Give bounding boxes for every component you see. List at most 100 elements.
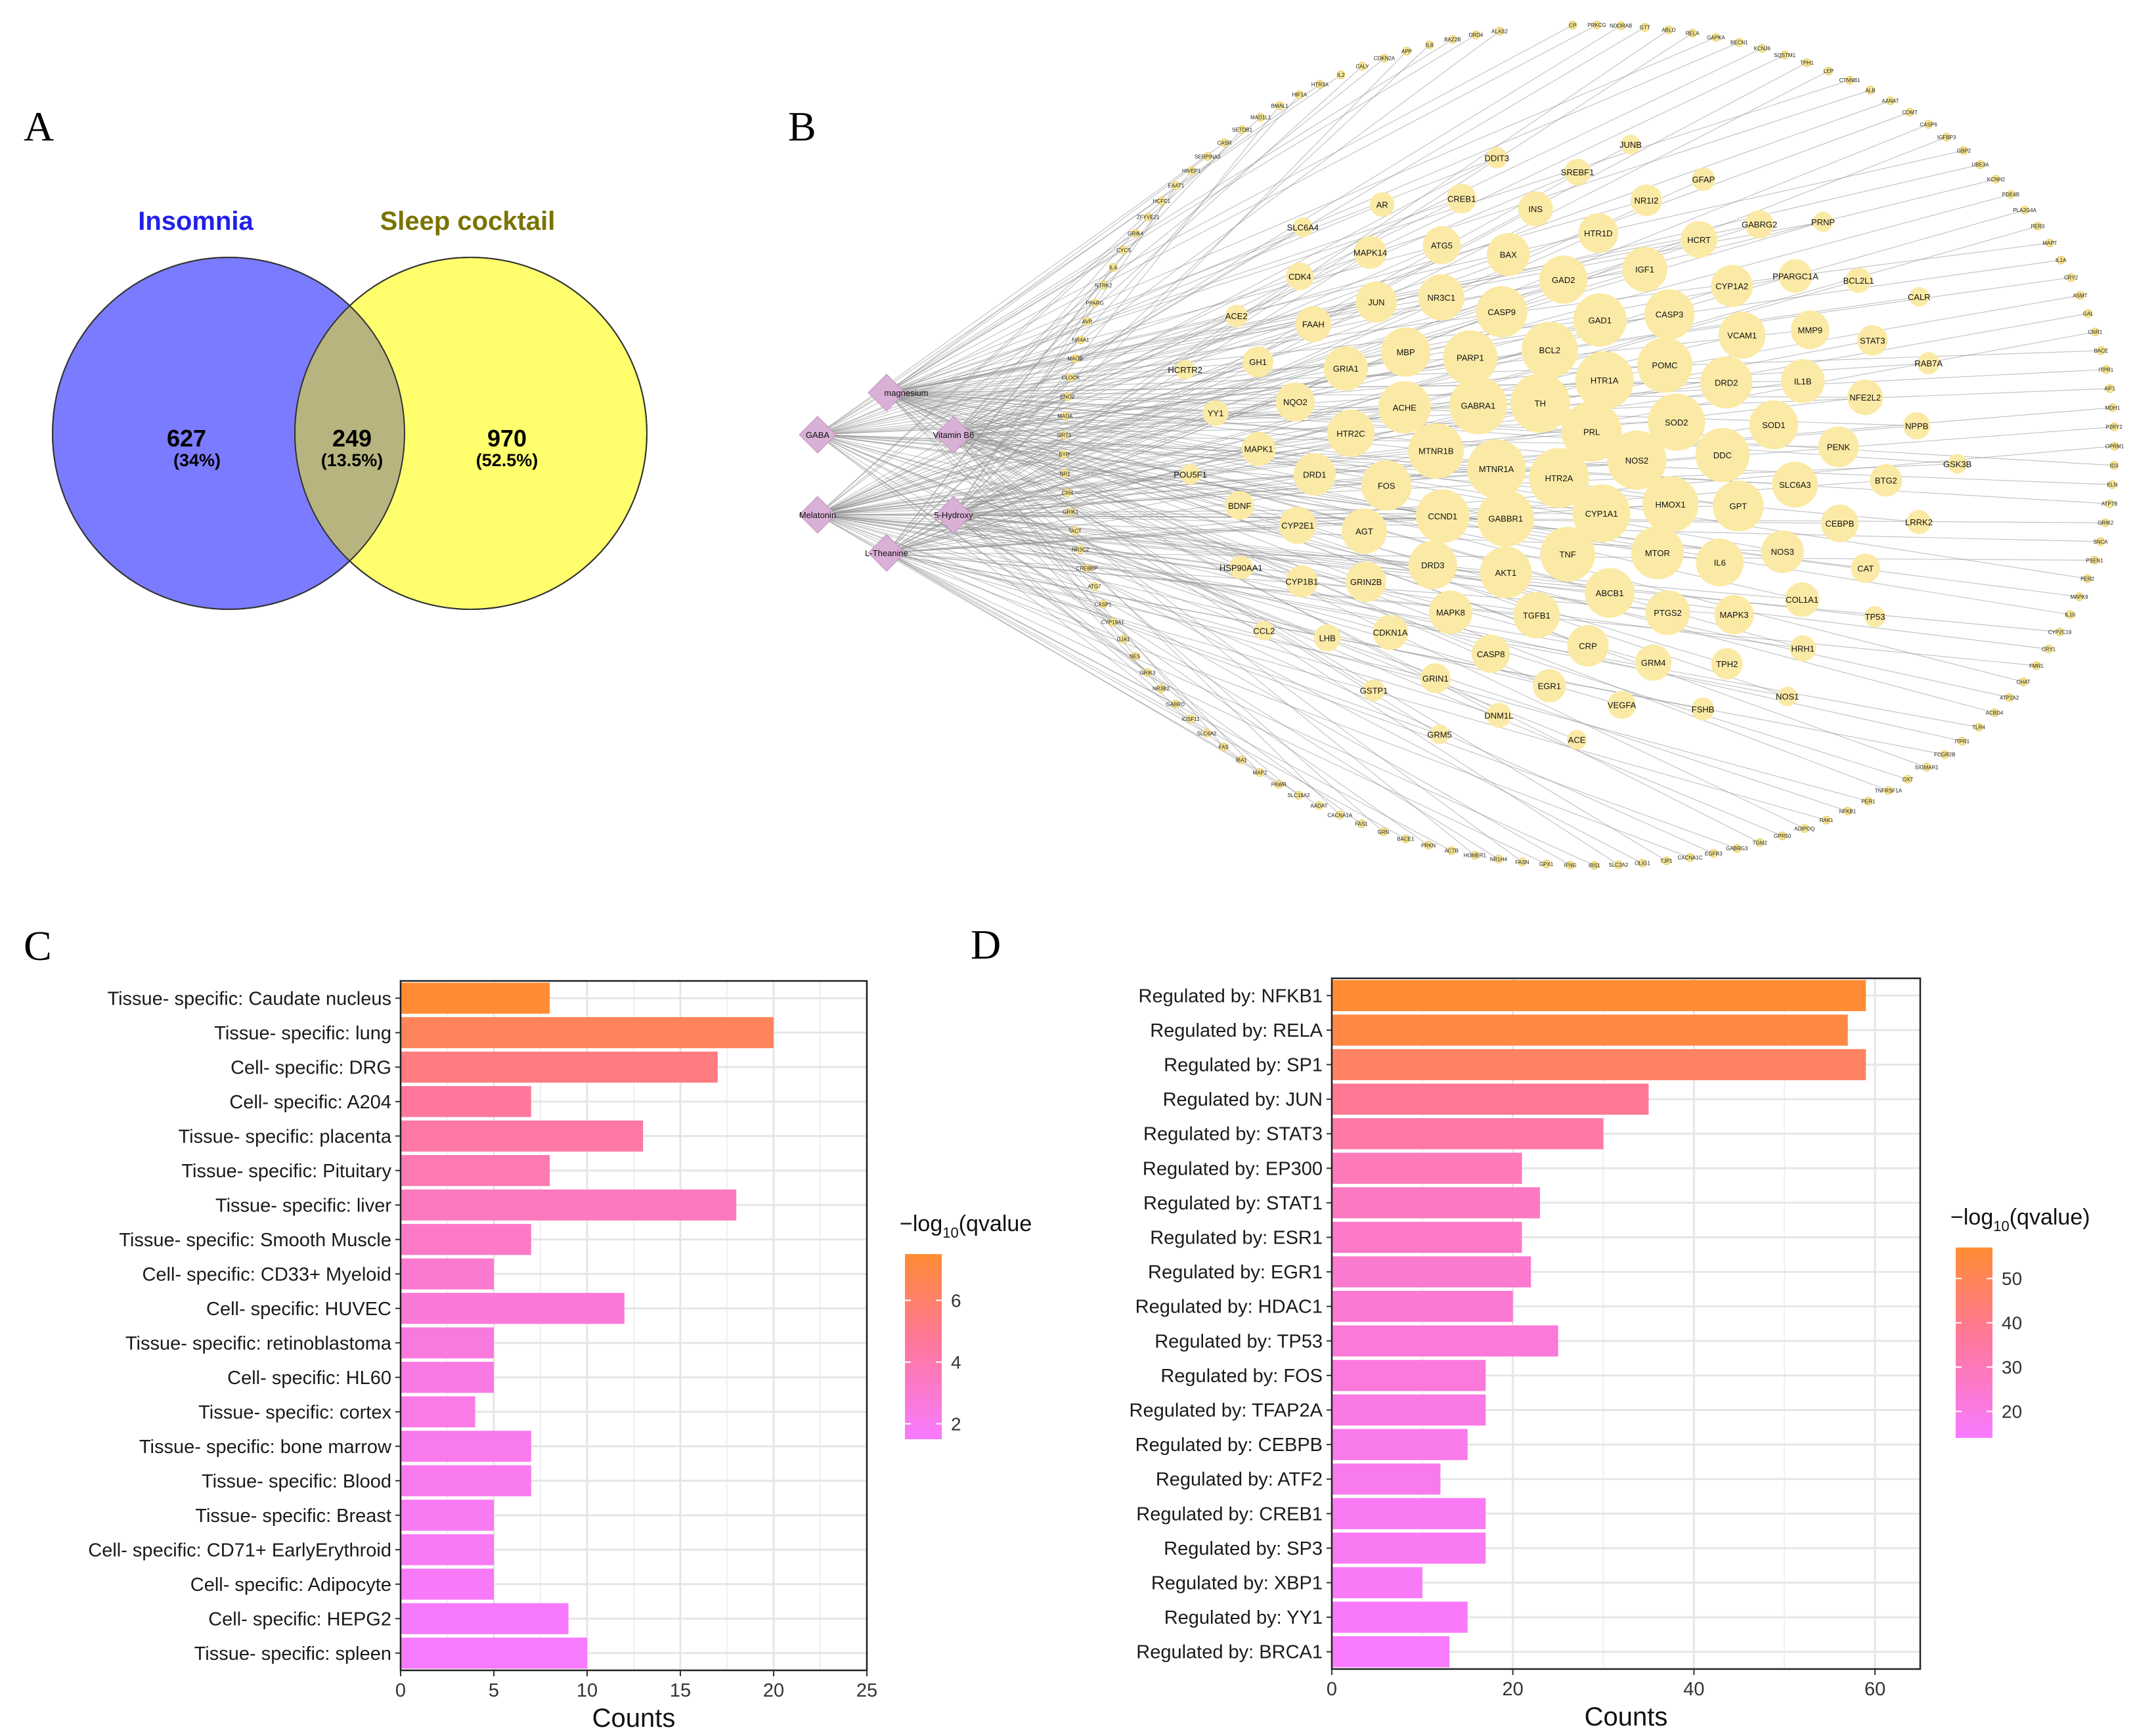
hub-node-cat (1851, 553, 1880, 583)
hub-node-label: GRIN2B (1350, 577, 1382, 587)
hub-node-label: NOS3 (1771, 547, 1794, 557)
chart-c-category-label: Tissue- specific: liver (215, 1195, 391, 1216)
network-edge (953, 254, 1508, 435)
hub-node-dnm1l (1486, 703, 1512, 728)
chart-c-category-label: Tissue- specific: lung (214, 1023, 391, 1044)
target-node (1314, 801, 1323, 810)
target-node (2105, 499, 2114, 508)
target-node-label: ALAS2 (1491, 28, 1508, 34)
venn-overlap-count: 249 (332, 425, 372, 452)
target-node-label: CASP1 (1095, 602, 1112, 608)
target-node-label: SYP (1059, 452, 1069, 458)
chart-d-category-label: Regulated by: STAT3 (1143, 1124, 1323, 1145)
target-node (2110, 441, 2119, 450)
hub-node-label: AR (1376, 200, 1388, 210)
compound-node-label: L-Theanine (865, 548, 908, 558)
hub-node-label: GRM5 (1427, 729, 1452, 739)
chart-c-category-label: Tissue- specific: bone marrow (139, 1437, 392, 1458)
hub-node-label: DRD1 (1303, 469, 1326, 479)
network-edge (817, 369, 1185, 435)
hub-node-label: TGFB1 (1523, 611, 1550, 620)
target-node (1203, 152, 1212, 161)
hub-node-mtnr1a (1466, 439, 1526, 498)
hub-node-mapk1 (1241, 431, 1276, 466)
hub-node-label: CEBPB (1825, 519, 1854, 529)
network-edge (817, 157, 1497, 515)
target-node (2065, 610, 2075, 619)
target-node (1942, 133, 1951, 142)
target-node-label: CDKN2A (1374, 56, 1396, 62)
hub-node-label: ACHE (1393, 402, 1417, 412)
chart-d-category-label: Regulated by: FOS (1160, 1366, 1323, 1387)
hub-node-label: NPPB (1905, 421, 1928, 431)
hub-node-nfe2l2 (1847, 380, 1883, 416)
chart-d-category-label: Regulated by: SP3 (1164, 1538, 1323, 1559)
hub-node-ccnd1 (1415, 489, 1470, 544)
hub-node-label: GRM4 (1641, 658, 1666, 668)
chart-c-category-label: Cell- specific: DRG (231, 1057, 391, 1078)
hub-node-cdk4 (1286, 262, 1314, 290)
hub-node-label: FOS (1378, 481, 1396, 490)
hub-node-label: CYP1B1 (1285, 576, 1318, 586)
venn-right-percent: (52.5%) (476, 450, 539, 470)
hub-node-label: NFE2L2 (1849, 393, 1881, 402)
hub-node-label: INS (1528, 204, 1543, 214)
hub-node-label: SLC6A4 (1287, 223, 1319, 232)
hub-node-label: MAPK8 (1436, 608, 1465, 618)
compound-target-network: CP PRKCG NDORAB GTT ABLORELAGAPKABECN1KCNJ6S… (799, 20, 2124, 870)
chart-c-bar-tissue-specific-retinoblastoma (401, 1327, 494, 1358)
target-node (1171, 699, 1180, 708)
hub-node-label: PARP1 (1457, 353, 1484, 363)
network-edge (953, 434, 1995, 713)
chart-d-category-label: Regulated by: SP1 (1164, 1055, 1323, 1076)
chart-d-bar-regulated-by-esr1 (1332, 1221, 1522, 1253)
chart-c-category-label: Tissue- specific: Smooth Muscle (119, 1230, 391, 1251)
target-node-label: SLC2A2 (1609, 862, 1629, 868)
hub-node-label: NQO2 (1283, 397, 1308, 407)
hub-node-slc6a4 (1292, 217, 1313, 238)
hub-node-gabra1 (1449, 376, 1507, 435)
target-node (1974, 723, 1983, 732)
hub-node-bdnf (1225, 490, 1254, 520)
target-node-label: TPH1 (1800, 60, 1814, 66)
target-node-label: CASR (1217, 140, 1231, 146)
compound-node-label: magnesium (884, 388, 928, 398)
hub-node-label: CAT (1857, 563, 1874, 573)
hub-node-pomc (1637, 337, 1693, 393)
target-node-label: ITPR1 (2099, 367, 2114, 373)
target-node-label: SLC6A2 (1197, 731, 1217, 737)
compound-node-label: Vitamin B6 (933, 430, 975, 440)
hub-node-label: ABCB1 (1596, 588, 1624, 598)
network-edge (953, 511, 1071, 515)
network-edge (817, 434, 1148, 673)
hub-node-label: IL6 (1714, 558, 1726, 568)
network-edge (817, 434, 1577, 741)
chart-d-category-label: Regulated by: ESR1 (1150, 1228, 1323, 1249)
target-node-label: PAWR (1271, 781, 1286, 787)
hub-node-nos1 (1777, 686, 1797, 706)
target-node-label: NR1H4 (1490, 856, 1508, 862)
chart-d-category-label: Regulated by: NFKB1 (1139, 986, 1323, 1007)
target-node (1219, 743, 1228, 752)
hub-node-ace (1566, 729, 1587, 750)
network-edge (953, 185, 1177, 515)
chart-c-x-tick-label: 0 (395, 1680, 406, 1701)
target-node (1843, 806, 1852, 815)
hub-node-label: MBP (1396, 347, 1415, 357)
chart-d-category-label: Regulated by: STAT1 (1143, 1193, 1323, 1214)
hub-node-egr1 (1533, 669, 1566, 703)
hub-node-col1a1 (1784, 582, 1820, 617)
hub-node-label: HTR1A (1591, 376, 1619, 385)
hub-node-label: SLC6A3 (1779, 480, 1811, 490)
target-node (2101, 365, 2111, 374)
hub-node-prl (1561, 401, 1622, 462)
target-node (1976, 160, 1985, 169)
target-node (1614, 860, 1623, 869)
target-node (1800, 824, 1809, 833)
target-node (1542, 859, 1551, 869)
hub-node-lhb (1313, 624, 1341, 651)
hub-node-label: PPARGC1A (1772, 271, 1818, 281)
network-edge (953, 66, 1363, 435)
hub-node-label: CYP1A1 (1585, 509, 1618, 519)
hub-node-label: HRH1 (1791, 644, 1814, 654)
